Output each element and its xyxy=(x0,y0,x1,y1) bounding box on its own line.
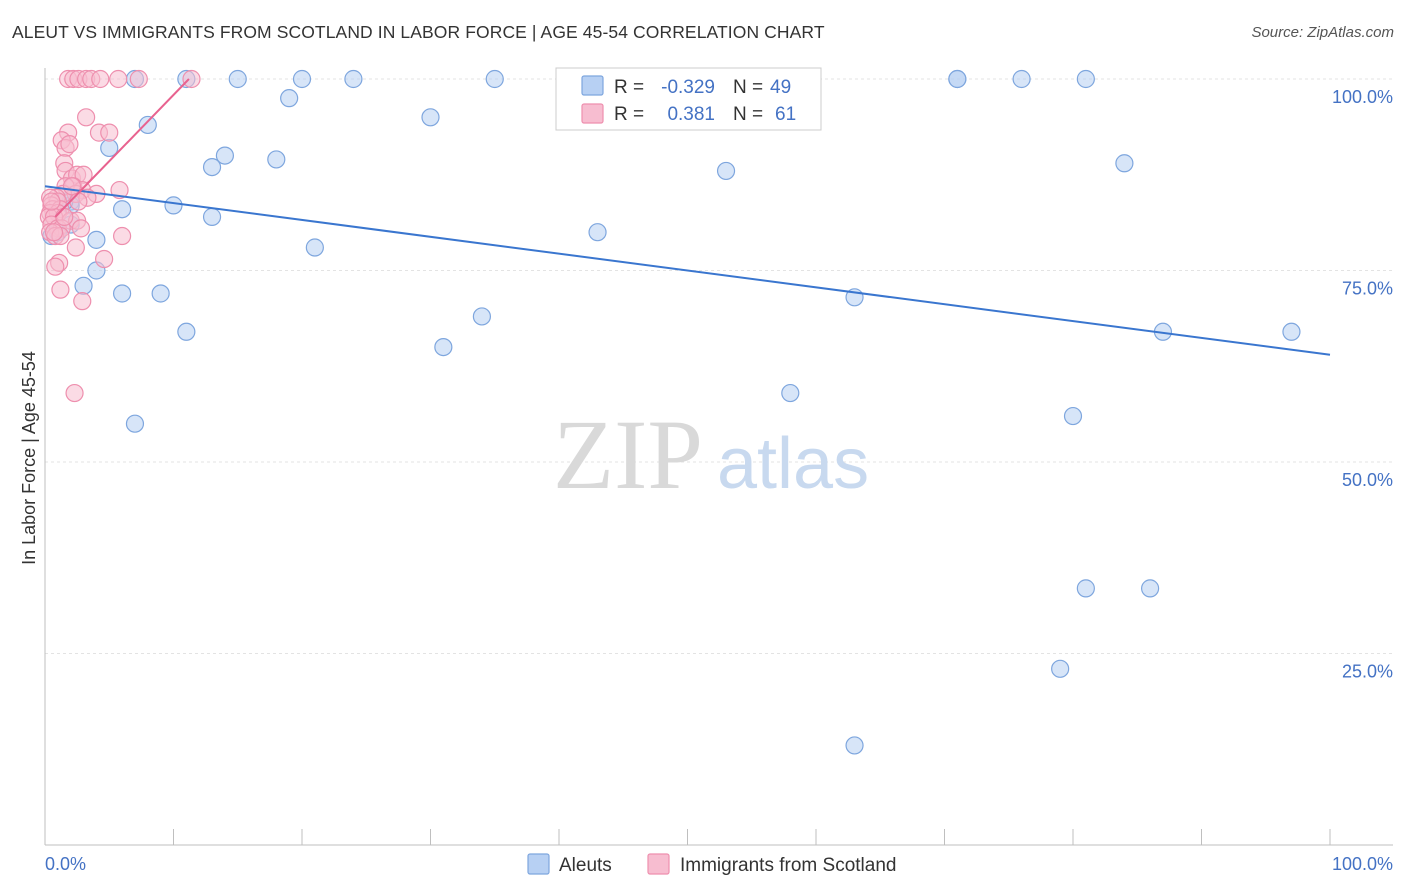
scatter-point xyxy=(51,280,70,299)
scatter-point xyxy=(46,257,65,276)
chart-title: ALEUT VS IMMIGRANTS FROM SCOTLAND IN LAB… xyxy=(12,22,825,42)
axes xyxy=(44,68,1393,846)
y-tick-label: 75.0% xyxy=(1342,279,1393,299)
scatter-point xyxy=(472,307,491,326)
legend-swatch-aleuts xyxy=(527,853,550,875)
legend-label-scotland: Immigrants from Scotland xyxy=(680,855,896,876)
stats-legend-swatch-scotland xyxy=(581,103,604,124)
trend-line-immigrants-from-scotland xyxy=(54,78,190,218)
scatter-point xyxy=(1076,579,1095,598)
scatter-point xyxy=(845,736,864,755)
y-tick-labels: 25.0% 50.0% 75.0% 100.0% xyxy=(1332,87,1393,682)
stats-legend-swatch-aleuts xyxy=(581,75,604,96)
x-tick-label-max: 100.0% xyxy=(1332,854,1393,874)
scatter-point xyxy=(305,238,324,257)
scatter-point xyxy=(228,69,247,89)
scatter-point xyxy=(267,150,286,169)
scatter-point xyxy=(100,123,119,142)
scatter-point xyxy=(588,223,607,242)
scatter-point xyxy=(74,276,93,295)
scatter-point xyxy=(129,69,148,89)
stats-n-value-aleuts: 49 xyxy=(770,77,791,98)
scatter-point xyxy=(1076,69,1095,89)
gridlines xyxy=(45,78,1393,654)
watermark-atlas: atlas xyxy=(717,424,869,504)
scatter-point xyxy=(112,200,132,219)
y-axis-title: In Labor Force | Age 45-54 xyxy=(19,351,39,565)
stats-r-label-aleuts: R = xyxy=(614,77,644,98)
stats-legend: R = -0.329 N = 49 R = 0.381 N = 61 xyxy=(555,67,822,131)
scatter-point xyxy=(125,414,145,433)
scatter-point xyxy=(95,249,114,269)
stats-r-value-scotland: 0.381 xyxy=(667,104,715,125)
scatter-point xyxy=(112,284,132,303)
scatter-point xyxy=(215,146,234,165)
stats-n-label-aleuts: N = xyxy=(733,77,763,98)
y-tick-label: 100.0% xyxy=(1332,87,1393,107)
scatter-point xyxy=(485,69,504,89)
scatter-point xyxy=(292,69,312,89)
scatter-point xyxy=(44,223,64,242)
legend-swatch-scotland xyxy=(647,853,670,875)
scatter-point xyxy=(421,108,440,127)
scatter-point xyxy=(948,69,967,89)
scatter-point xyxy=(110,180,129,200)
scatter-point xyxy=(77,108,96,127)
scatter-point xyxy=(781,383,800,403)
scatter-point xyxy=(164,196,183,215)
legend-label-aleuts: Aleuts xyxy=(559,855,612,876)
scatter-point xyxy=(1051,659,1070,678)
y-tick-label: 25.0% xyxy=(1342,662,1393,682)
scatter-point xyxy=(42,192,61,211)
x-tick-label-min: 0.0% xyxy=(45,854,86,874)
watermark: ZIP atlas xyxy=(553,399,869,510)
scatter-point xyxy=(138,115,157,135)
stats-r-label-scotland: R = xyxy=(614,104,644,125)
scatter-point xyxy=(55,207,74,226)
scatter-point xyxy=(73,292,92,311)
scatter-point xyxy=(716,161,736,181)
source-credit: Source: ZipAtlas.com xyxy=(1251,24,1394,41)
x-ticks xyxy=(173,829,1331,845)
scatter-point xyxy=(69,192,88,211)
scatter-point xyxy=(1115,154,1134,173)
scatter-point xyxy=(344,69,363,89)
scatter-point xyxy=(60,135,79,154)
scatter-point xyxy=(112,226,132,246)
scatter-point xyxy=(65,383,84,403)
scatter-point xyxy=(71,219,91,238)
scatter-point xyxy=(91,69,110,89)
scatter-point xyxy=(151,284,170,303)
scatter-point xyxy=(280,89,299,108)
scatter-point xyxy=(177,322,196,341)
scatter-point xyxy=(87,230,106,249)
scatter-point xyxy=(434,338,453,357)
trend-line-aleuts xyxy=(44,185,1331,356)
scatter-point xyxy=(202,157,222,177)
scatter-point xyxy=(182,69,201,89)
scatter-point xyxy=(202,207,222,226)
scatter-point xyxy=(1063,406,1083,426)
scatter-point xyxy=(66,238,85,257)
scatter-point xyxy=(1282,322,1301,341)
stats-n-value-scotland: 61 xyxy=(775,104,796,125)
stats-n-label-scotland: N = xyxy=(733,104,763,125)
scatter-point xyxy=(1012,69,1031,89)
scatter-point xyxy=(109,69,128,89)
series-immigrants-from-scotland xyxy=(39,69,201,403)
stats-r-value-aleuts: -0.329 xyxy=(661,77,715,98)
scatter-point xyxy=(1140,579,1160,598)
watermark-zip: ZIP xyxy=(553,399,703,510)
bottom-legend: Aleuts Immigrants from Scotland xyxy=(527,853,896,876)
y-tick-label: 50.0% xyxy=(1342,470,1393,490)
